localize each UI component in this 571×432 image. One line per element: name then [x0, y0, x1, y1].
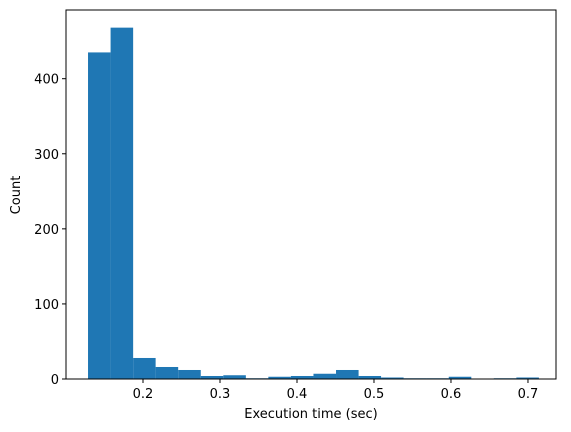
bar: [133, 357, 156, 379]
y-tick-label: 400: [34, 73, 59, 88]
x-tick-label: 0.5: [364, 387, 385, 402]
x-tick-label: 0.6: [441, 387, 462, 402]
bar: [516, 377, 539, 379]
y-tick-label: 0: [51, 373, 59, 388]
x-axis-label: Execution time (sec): [244, 407, 378, 422]
axes-frame: [65, 9, 557, 380]
y-tick-label: 300: [34, 148, 59, 163]
bar: [110, 27, 134, 379]
y-axis-label: Count: [9, 176, 24, 215]
x-tick-label: 0.2: [133, 387, 154, 402]
bar: [358, 375, 382, 379]
bar: [223, 375, 246, 379]
bar: [336, 369, 359, 379]
x-tick-label: 0.3: [210, 387, 231, 402]
bar: [448, 376, 472, 379]
bar: [313, 373, 337, 379]
bar: [381, 377, 404, 379]
bar: [268, 376, 291, 379]
bar: [200, 375, 224, 379]
bar: [290, 375, 314, 379]
x-tick-label: 0.7: [518, 387, 539, 402]
y-tick-label: 100: [34, 298, 59, 313]
bar: [88, 52, 111, 380]
y-tick-label: 200: [34, 223, 59, 238]
bar: [155, 366, 179, 379]
bar: [178, 369, 201, 379]
x-tick-label: 0.4: [287, 387, 308, 402]
